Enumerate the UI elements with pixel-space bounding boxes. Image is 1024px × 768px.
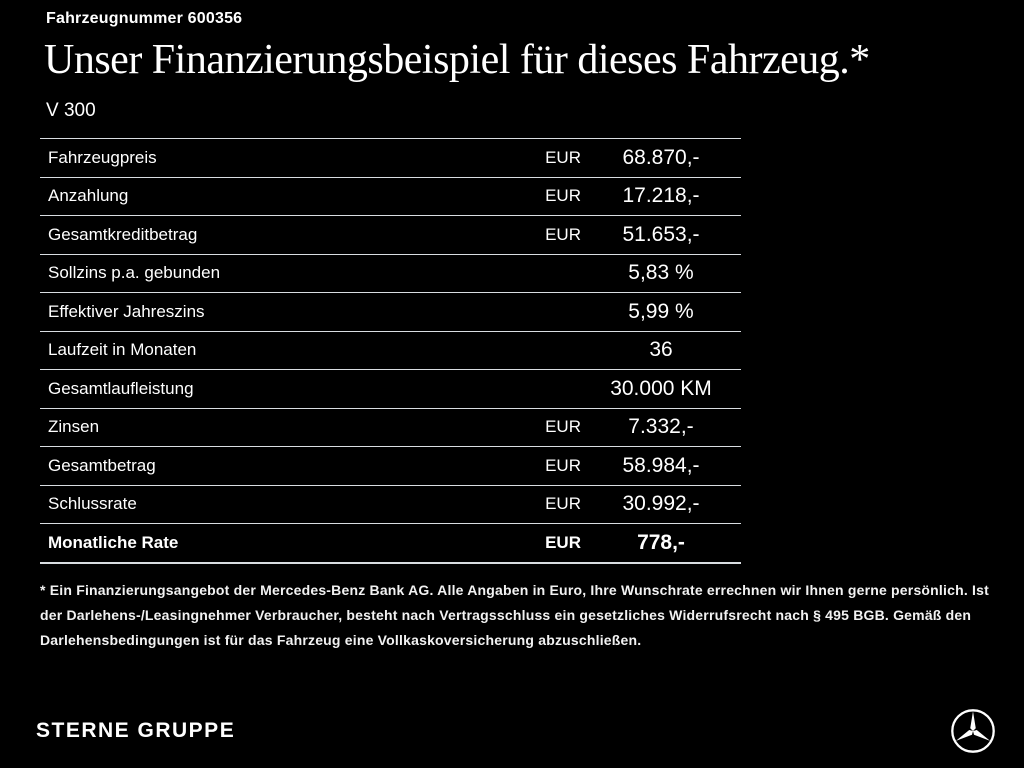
row-label: Laufzeit in Monaten [48,340,197,360]
table-row: Gesamtkreditbetrag EUR 51.653,- [40,216,741,255]
row-label: Schlussrate [48,494,137,514]
row-label: Fahrzeugpreis [48,147,157,167]
row-label: Gesamtlaufleistung [48,378,194,398]
vehicle-model: V 300 [46,100,96,121]
row-value: 17.218,- [622,184,700,208]
row-label: Gesamtkreditbetrag [48,224,198,244]
legal-footnote: * Ein Finanzierungsangebot der Mercedes-… [40,582,989,648]
row-label: Anzahlung [48,186,129,206]
financing-table: Fahrzeugpreis EUR 68.870,- Anzahlung EUR… [40,138,741,564]
page-title: Unser Finanzierungsbeispiel für dieses F… [44,37,870,83]
table-row: Gesamtlaufleistung 30.000 KM [40,370,741,409]
row-currency: EUR [545,147,581,167]
mercedes-star-icon [951,709,995,753]
row-value: 30.992,- [622,492,700,516]
row-value: 68.870,- [622,145,700,169]
row-value: 5,99 % [628,299,694,323]
row-currency: EUR [545,494,581,514]
table-row: Schlussrate EUR 30.992,- [40,486,741,524]
row-label: Gesamtbetrag [48,455,156,475]
row-currency: EUR [545,417,581,437]
row-value: 778,- [637,530,685,554]
row-label: Sollzins p.a. gebunden [48,263,221,283]
table-row: Gesamtbetrag EUR 58.984,- [40,447,741,486]
row-value: 7.332,- [628,415,694,439]
footer: STERNE GRUPPE [0,706,1024,756]
row-value: 36 [649,338,673,362]
row-value: 51.653,- [622,222,700,246]
row-value: 58.984,- [622,453,700,477]
table-row: Laufzeit in Monaten 36 [40,332,741,370]
row-label: Zinsen [48,417,100,437]
row-currency: EUR [545,455,581,475]
table-row: Sollzins p.a. gebunden 5,83 % [40,255,741,293]
row-label: Effektiver Jahreszins [48,301,205,321]
row-value: 30.000 KM [610,376,712,400]
table-row: Zinsen EUR 7.332,- [40,409,741,447]
dealer-brand: STERNE GRUPPE [36,719,236,742]
table-row: Fahrzeugpreis EUR 68.870,- [40,139,741,178]
row-currency: EUR [545,186,581,206]
row-value: 5,83 % [628,261,694,285]
row-currency: EUR [545,532,581,552]
table-row: Effektiver Jahreszins 5,99 % [40,293,741,332]
row-label: Monatliche Rate [48,532,179,552]
vehicle-number: Fahrzeugnummer 600356 [46,10,243,27]
row-currency: EUR [545,224,581,244]
table-row: Anzahlung EUR 17.218,- [40,178,741,216]
table-row-monthly-rate: Monatliche Rate EUR 778,- [40,524,741,564]
